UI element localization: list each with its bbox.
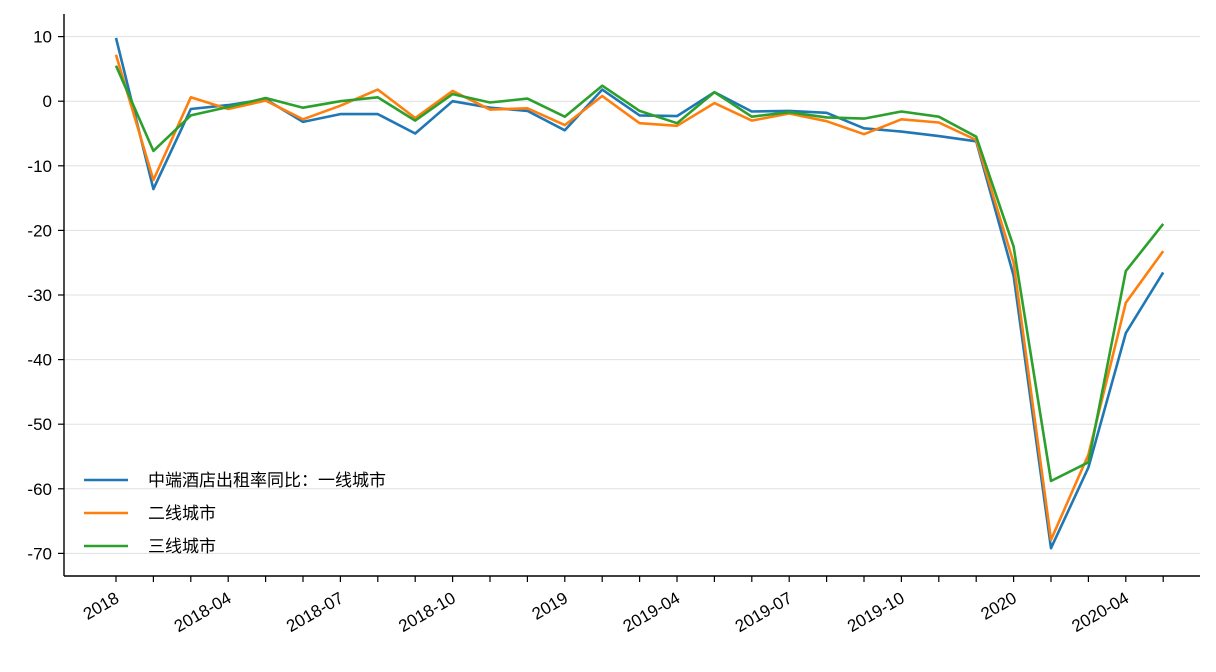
y-tick-label: -40 [27, 351, 52, 370]
y-tick-label: -20 [27, 221, 52, 240]
series-line-3 [114, 65, 1165, 483]
series-line-2 [114, 54, 1165, 542]
y-tick-label: 10 [33, 28, 52, 47]
x-tick-label: 2019-07 [732, 588, 796, 636]
y-tick-label: -10 [27, 157, 52, 176]
legend-label-1: 中端酒店出租率同比：一线城市 [148, 471, 386, 490]
x-tick-label: 2020 [978, 588, 1020, 623]
x-tick-label: 2019 [529, 588, 571, 623]
y-tick-label: -30 [27, 286, 52, 305]
x-tick-label: 2018-10 [395, 588, 459, 636]
x-tick-label: 2018 [80, 588, 122, 623]
y-tick-label: -70 [27, 544, 52, 563]
x-tick-label: 2020-04 [1069, 588, 1133, 636]
y-axis-ticks: 10 0 -10 -20 -30 -40 -50 -60 -70 [27, 28, 64, 563]
x-tick-label: 2019-04 [620, 588, 684, 636]
y-tick-label: -50 [27, 415, 52, 434]
x-axis-ticks: 2018 2018-04 2018-07 2018-10 2019 2019-04 2019… [80, 576, 1164, 636]
series-lines [114, 37, 1165, 550]
x-tick-label: 2018-07 [283, 588, 347, 636]
x-tick-label: 2018-04 [171, 588, 235, 636]
legend-label-2: 二线城市 [148, 504, 216, 523]
y-tick-label: -60 [27, 480, 52, 499]
x-tick-label: 2019-10 [844, 588, 908, 636]
legend-label-3: 三线城市 [148, 537, 216, 556]
y-tick-label: 0 [43, 92, 52, 111]
